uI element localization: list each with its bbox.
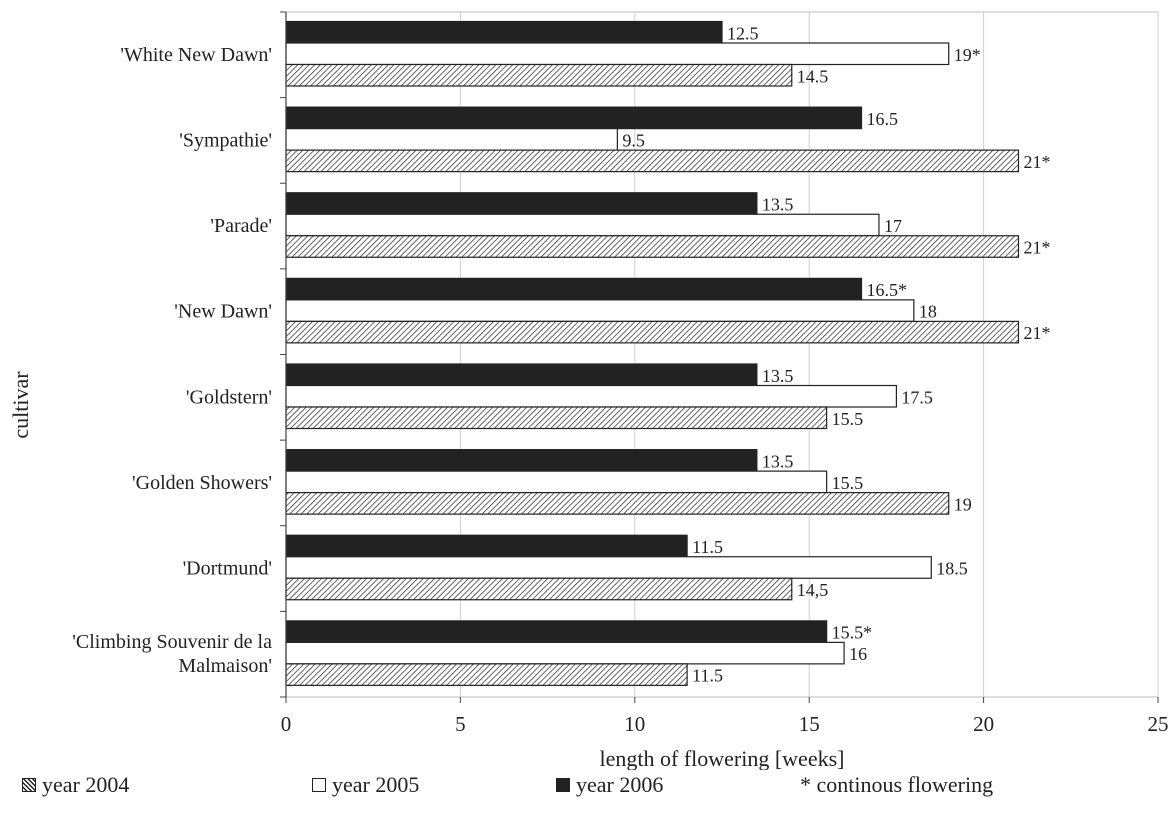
category-label: 'Dortmund' [183, 558, 272, 580]
data-label: 17 [884, 216, 902, 236]
bar-black [285, 449, 758, 472]
category-label: 'Goldstern' [186, 386, 272, 408]
black-swatch-icon [556, 778, 570, 792]
data-label: 14.5 [797, 66, 829, 86]
axes: 0 5 10 15 20 25 'White New Dawn' 'Sympathie' 'Pa… [72, 11, 1169, 736]
bar-white [285, 128, 618, 151]
data-label: 16.5* [867, 280, 908, 300]
legend-label-2006: year 2006 [576, 772, 664, 797]
x-tick-label: 15 [799, 712, 820, 736]
data-label: 19* [954, 45, 981, 65]
white-swatch-icon [312, 778, 326, 792]
bars [285, 20, 1020, 686]
data-label: 15.5 [832, 409, 864, 429]
bar-hatched [285, 663, 688, 686]
bar-hatched [285, 63, 793, 87]
x-tick-label: 25 [1148, 712, 1169, 736]
data-label: 21* [1023, 323, 1050, 343]
y-axis-title: cultivar [8, 371, 33, 439]
category-label: Malmaison' [178, 655, 272, 677]
data-label: 9.5 [622, 130, 645, 150]
bar-white [285, 384, 898, 408]
data-label: 17.5 [901, 387, 933, 407]
category-label: 'Climbing Souvenir de la [72, 631, 272, 653]
category-label: 'Parade' [210, 215, 272, 237]
legend-item-2004: year 2004 [22, 772, 129, 798]
data-label: 15.5 [832, 473, 864, 493]
data-label: 18.5 [936, 559, 968, 579]
legend-label-2004: year 2004 [42, 772, 130, 797]
bar-black [285, 620, 828, 643]
data-label: 15.5* [832, 623, 873, 643]
bar-hatched [285, 235, 1020, 258]
bar-hatched [285, 492, 950, 515]
data-label: 16.5 [867, 109, 899, 129]
legend-note-text: * continous flowering [800, 772, 994, 797]
bar-hatched [285, 320, 1020, 344]
hatched-swatch-icon [22, 778, 36, 792]
category-label: 'Sympathie' [179, 129, 272, 151]
bar-white [285, 42, 950, 66]
bar-white [285, 641, 845, 665]
data-label: 19 [954, 494, 972, 514]
data-label: 12.5 [727, 23, 759, 43]
x-axis-title: length of flowering [weeks] [600, 746, 845, 770]
bar-black [285, 20, 723, 44]
bar-chart: 12.5 19* 14.5 16.5 9.5 21* 13.5 17 21* 16.5* 18 21*… [8, 11, 1169, 770]
bar-white [285, 470, 828, 494]
bar-white [285, 213, 880, 237]
data-label: 16 [849, 644, 867, 664]
x-tick-label: 20 [973, 712, 994, 736]
data-label: 18 [919, 302, 937, 322]
bar-white [285, 299, 915, 322]
x-tick-label: 0 [281, 712, 292, 736]
bar-black [285, 277, 863, 301]
category-label: 'White New Dawn' [120, 44, 272, 66]
bar-black [285, 534, 688, 558]
legend-note: * continous flowering [800, 772, 993, 798]
bar-black [285, 192, 758, 215]
bar-white [285, 556, 932, 579]
data-label: 11.5 [692, 537, 723, 557]
bar-black [285, 106, 863, 130]
x-tick-label: 5 [455, 712, 466, 736]
bar-black [285, 363, 758, 387]
bar-hatched [285, 577, 793, 601]
legend-item-2006: year 2006 [556, 772, 663, 798]
data-label: 11.5 [692, 666, 723, 686]
category-label: 'New Dawn' [174, 301, 272, 323]
bar-hatched [285, 149, 1020, 173]
bar-hatched [285, 406, 828, 430]
data-label: 13.5 [762, 451, 794, 471]
x-tick-label: 10 [624, 712, 645, 736]
data-label: 14,5 [797, 580, 829, 600]
data-labels: 12.5 19* 14.5 16.5 9.5 21* 13.5 17 21* 16.5* 18 21*… [622, 23, 1050, 685]
legend-item-2005: year 2005 [312, 772, 419, 798]
legend: year 2004 year 2005 year 2006 * continou… [0, 772, 1172, 812]
data-label: 13.5 [762, 366, 794, 386]
data-label: 13.5 [762, 195, 794, 215]
data-label: 21* [1023, 238, 1050, 258]
category-label: 'Golden Showers' [132, 472, 272, 494]
legend-label-2005: year 2005 [332, 772, 420, 797]
data-label: 21* [1023, 152, 1050, 172]
